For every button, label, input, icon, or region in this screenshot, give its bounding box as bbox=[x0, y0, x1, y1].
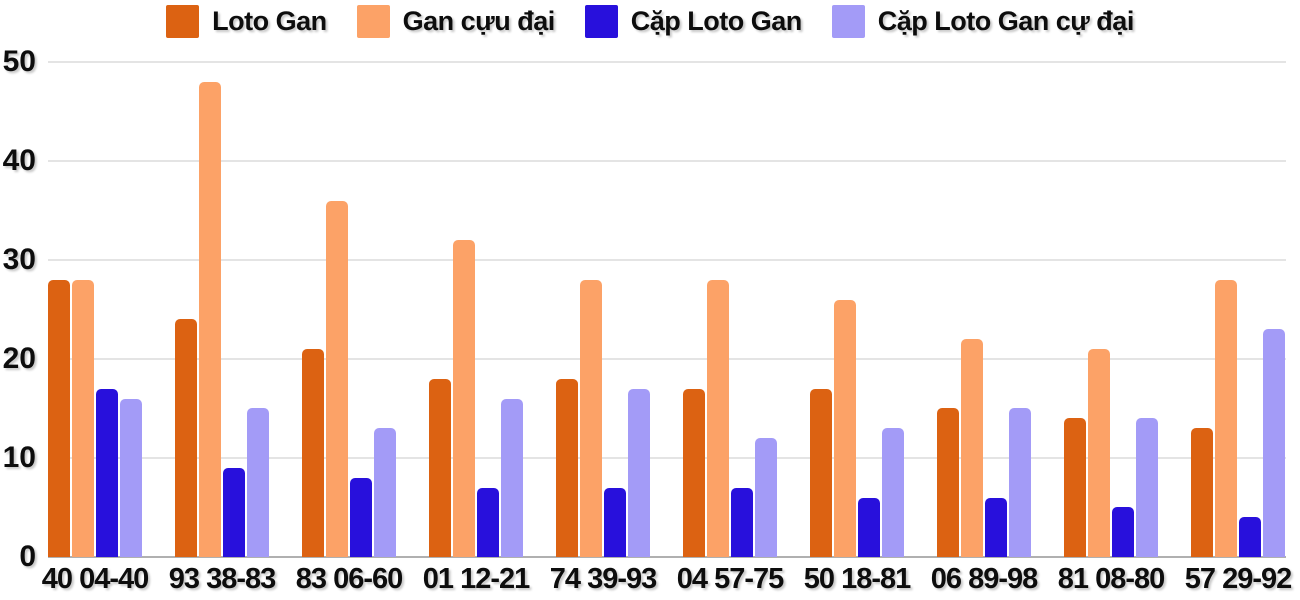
y-axis-tick-label: 50 bbox=[2, 45, 36, 78]
bar-Cặp Loto Gan-01 12-21 bbox=[477, 488, 499, 557]
bar-Gan cựu đại-06 89-98 bbox=[961, 339, 983, 557]
x-axis-category-label: 93 38-83 bbox=[168, 563, 276, 595]
legend-swatch bbox=[584, 5, 618, 38]
x-axis-category-label: 57 29-92 bbox=[1184, 563, 1292, 595]
bar-Cặp Loto Gan cự đại-50 18-81 bbox=[882, 428, 904, 557]
x-axis-category-label: 83 06-60 bbox=[295, 563, 403, 595]
gridline-30 bbox=[48, 259, 1286, 261]
bar-Gan cựu đại-74 39-93 bbox=[580, 280, 602, 557]
gridline-20 bbox=[48, 358, 1286, 360]
bar-group-74 39-93 bbox=[556, 280, 650, 557]
bar-Gan cựu đại-81 08-80 bbox=[1088, 349, 1110, 557]
bar-Cặp Loto Gan-06 89-98 bbox=[985, 498, 1007, 557]
legend-item-1[interactable]: Gan cựu đại bbox=[356, 5, 556, 38]
y-axis-tick-label: 30 bbox=[2, 243, 36, 276]
bar-Cặp Loto Gan cự đại-81 08-80 bbox=[1136, 418, 1158, 557]
bar-Cặp Loto Gan cự đại-74 39-93 bbox=[628, 389, 650, 557]
bar-Gan cựu đại-57 29-92 bbox=[1215, 280, 1237, 557]
bar-Cặp Loto Gan cự đại-06 89-98 bbox=[1009, 408, 1031, 557]
bar-Cặp Loto Gan cự đại-93 38-83 bbox=[247, 408, 269, 557]
bar-group-93 38-83 bbox=[175, 82, 269, 557]
bar-Cặp Loto Gan-50 18-81 bbox=[858, 498, 880, 557]
y-axis-tick-label: 20 bbox=[2, 342, 36, 375]
legend-label: Cặp Loto Gan cự đại bbox=[877, 6, 1135, 36]
bar-group-83 06-60 bbox=[302, 201, 396, 557]
bar-Loto Gan-06 89-98 bbox=[937, 408, 959, 557]
legend-item-3[interactable]: Cặp Loto Gan cự đại bbox=[831, 5, 1135, 38]
bar-Loto Gan-40 04-40 bbox=[48, 280, 70, 557]
bar-Cặp Loto Gan-74 39-93 bbox=[604, 488, 626, 557]
bar-Loto Gan-74 39-93 bbox=[556, 379, 578, 557]
legend-label: Cặp Loto Gan bbox=[630, 6, 803, 36]
legend-item-0[interactable]: Loto Gan bbox=[166, 5, 327, 38]
legend-swatch bbox=[166, 5, 200, 38]
legend-swatch bbox=[356, 5, 390, 38]
bar-Cặp Loto Gan cự đại-57 29-92 bbox=[1263, 329, 1285, 557]
x-axis-category-label: 01 12-21 bbox=[422, 563, 530, 595]
bar-group-40 04-40 bbox=[48, 280, 142, 557]
bar-Gan cựu đại-83 06-60 bbox=[326, 201, 348, 557]
legend-swatch bbox=[831, 5, 865, 38]
x-axis-category-label: 40 04-40 bbox=[41, 563, 149, 595]
gridline-50 bbox=[48, 61, 1286, 63]
bar-Cặp Loto Gan cự đại-40 04-40 bbox=[120, 399, 142, 557]
bar-group-50 18-81 bbox=[810, 300, 904, 557]
legend-item-2[interactable]: Cặp Loto Gan bbox=[584, 5, 803, 38]
bar-group-81 08-80 bbox=[1064, 349, 1158, 557]
bar-Loto Gan-93 38-83 bbox=[175, 319, 197, 557]
bar-group-57 29-92 bbox=[1191, 280, 1285, 557]
bar-Cặp Loto Gan cự đại-83 06-60 bbox=[374, 428, 396, 557]
x-axis-category-label: 81 08-80 bbox=[1057, 563, 1165, 595]
bar-group-04 57-75 bbox=[683, 280, 777, 557]
bar-group-01 12-21 bbox=[429, 240, 523, 557]
bar-Cặp Loto Gan-83 06-60 bbox=[350, 478, 372, 557]
bar-Cặp Loto Gan cự đại-04 57-75 bbox=[755, 438, 777, 557]
y-axis-tick-label: 40 bbox=[2, 144, 36, 177]
gridline-10 bbox=[48, 457, 1286, 459]
x-axis-line bbox=[48, 556, 1286, 558]
x-axis-category-label: 06 89-98 bbox=[930, 563, 1038, 595]
bar-Gan cựu đại-04 57-75 bbox=[707, 280, 729, 557]
bar-Cặp Loto Gan-93 38-83 bbox=[223, 468, 245, 557]
bar-Loto Gan-04 57-75 bbox=[683, 389, 705, 557]
bar-Cặp Loto Gan-04 57-75 bbox=[731, 488, 753, 557]
bar-Loto Gan-50 18-81 bbox=[810, 389, 832, 557]
y-axis-tick-label: 10 bbox=[2, 441, 36, 474]
bar-Loto Gan-01 12-21 bbox=[429, 379, 451, 557]
bar-group-06 89-98 bbox=[937, 339, 1031, 557]
bar-Cặp Loto Gan-57 29-92 bbox=[1239, 517, 1261, 557]
x-axis-category-label: 74 39-93 bbox=[549, 563, 657, 595]
legend-label: Loto Gan bbox=[212, 6, 327, 36]
bar-Loto Gan-57 29-92 bbox=[1191, 428, 1213, 557]
x-axis-category-label: 50 18-81 bbox=[803, 563, 911, 595]
bar-Loto Gan-81 08-80 bbox=[1064, 418, 1086, 557]
bar-Cặp Loto Gan cự đại-01 12-21 bbox=[501, 399, 523, 557]
bar-Gan cựu đại-93 38-83 bbox=[199, 82, 221, 557]
legend-label: Gan cựu đại bbox=[402, 6, 556, 36]
y-axis-tick-label: 0 bbox=[19, 540, 36, 573]
bar-Gan cựu đại-50 18-81 bbox=[834, 300, 856, 557]
bar-Gan cựu đại-01 12-21 bbox=[453, 240, 475, 557]
gridline-40 bbox=[48, 160, 1286, 162]
bar-Cặp Loto Gan-81 08-80 bbox=[1112, 507, 1134, 557]
x-axis-category-label: 04 57-75 bbox=[676, 563, 784, 595]
bar-Loto Gan-83 06-60 bbox=[302, 349, 324, 557]
chart-legend: Loto Gan Gan cựu đại Cặp Loto Gan Cặp Loto … bbox=[0, 5, 1300, 38]
bar-Cặp Loto Gan-40 04-40 bbox=[96, 389, 118, 557]
bar-Gan cựu đại-40 04-40 bbox=[72, 280, 94, 557]
